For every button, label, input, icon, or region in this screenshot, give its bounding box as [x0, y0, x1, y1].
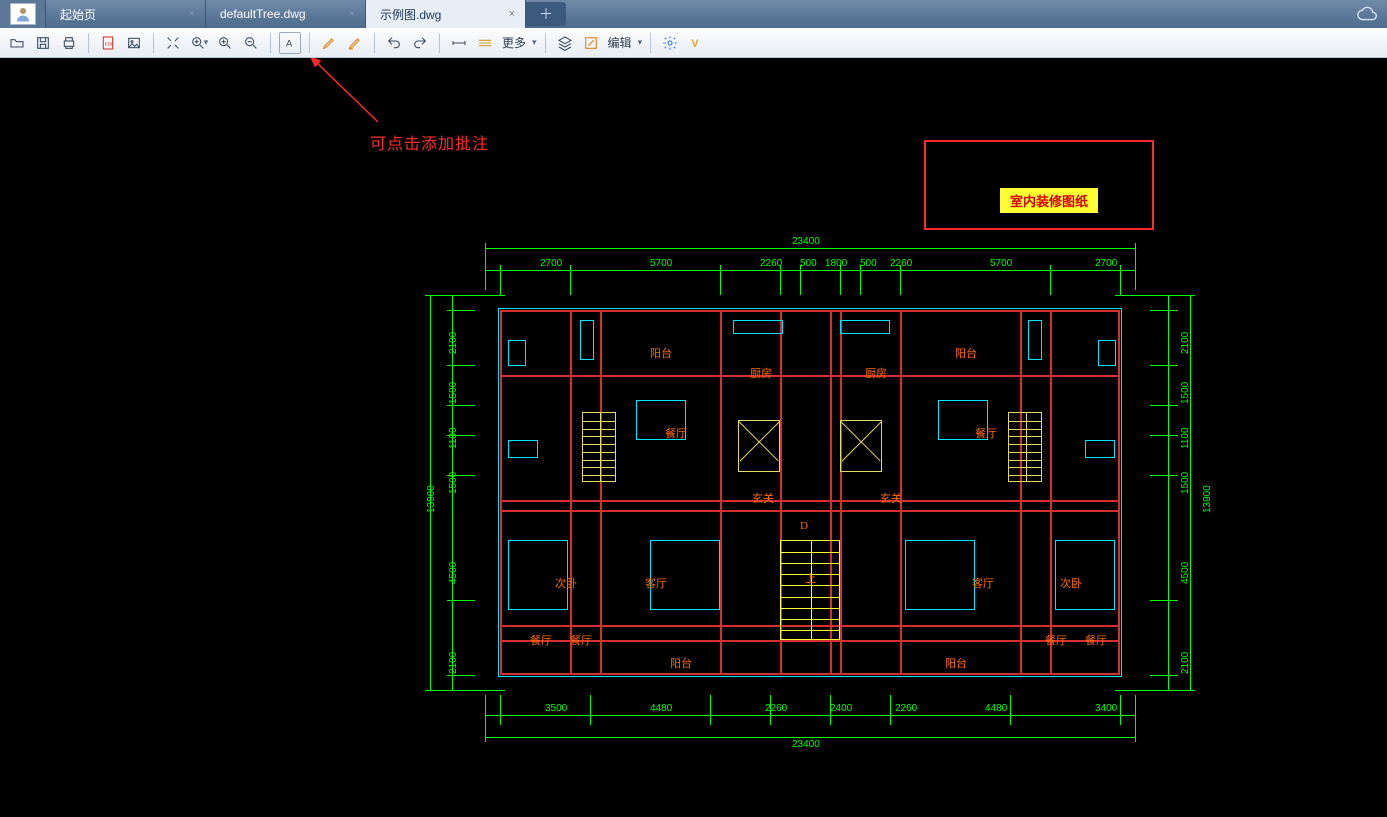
- close-icon[interactable]: ×: [509, 8, 515, 20]
- tab-label: 起始页: [60, 6, 96, 23]
- add-tab-button[interactable]: ＋: [526, 2, 566, 26]
- drawing-title-box: [924, 140, 1154, 230]
- measure-multi-icon[interactable]: [474, 32, 496, 54]
- zoom-window-icon[interactable]: ▾: [188, 32, 210, 54]
- drawing-canvas[interactable]: 可点击添加批注室内装修图纸阳台厨房厨房阳台餐厅餐厅玄关玄关次卧客厅D上客厅次卧阳…: [0, 58, 1387, 817]
- layers-icon[interactable]: [554, 32, 576, 54]
- settings-icon[interactable]: [659, 32, 681, 54]
- highlight-icon[interactable]: [344, 32, 366, 54]
- svg-text:PDF: PDF: [105, 41, 114, 46]
- main-toolbar: PDF ▾ A 更多▾ 编辑▾ V: [0, 28, 1387, 58]
- vip-icon[interactable]: V: [685, 32, 707, 54]
- save-icon[interactable]: [32, 32, 54, 54]
- open-icon[interactable]: [6, 32, 28, 54]
- close-icon[interactable]: ×: [189, 8, 195, 20]
- drawing-title-chip: 室内装修图纸: [1000, 188, 1098, 213]
- tab-defaulttree[interactable]: defaultTree.dwg ×: [206, 0, 366, 28]
- edit-draw-icon[interactable]: [580, 32, 602, 54]
- zoom-extents-icon[interactable]: [162, 32, 184, 54]
- pencil-icon[interactable]: [318, 32, 340, 54]
- text-annotation-icon[interactable]: A: [279, 32, 301, 54]
- avatar-icon: [10, 3, 36, 25]
- close-icon[interactable]: ×: [349, 8, 355, 20]
- zoom-out-icon[interactable]: [240, 32, 262, 54]
- svg-text:V: V: [691, 38, 699, 50]
- avatar-button[interactable]: [0, 0, 46, 28]
- redo-icon[interactable]: [409, 32, 431, 54]
- tab-example[interactable]: 示例图.dwg ×: [366, 0, 526, 28]
- more-button[interactable]: 更多: [502, 34, 526, 51]
- svg-text:A: A: [286, 38, 293, 48]
- image-export-icon[interactable]: [123, 32, 145, 54]
- annotation-text: 可点击添加批注: [370, 130, 489, 154]
- pdf-export-icon[interactable]: PDF: [97, 32, 119, 54]
- tab-start[interactable]: 起始页 ×: [46, 0, 206, 28]
- titlebar: 起始页 × defaultTree.dwg × 示例图.dwg × ＋: [0, 0, 1387, 28]
- tab-label: 示例图.dwg: [380, 6, 441, 23]
- undo-icon[interactable]: [383, 32, 405, 54]
- print-icon[interactable]: [58, 32, 80, 54]
- tab-label: defaultTree.dwg: [220, 7, 306, 21]
- cloud-icon[interactable]: [1347, 0, 1387, 28]
- edit-button[interactable]: 编辑: [608, 34, 632, 51]
- zoom-in-icon[interactable]: [214, 32, 236, 54]
- measure-line-icon[interactable]: [448, 32, 470, 54]
